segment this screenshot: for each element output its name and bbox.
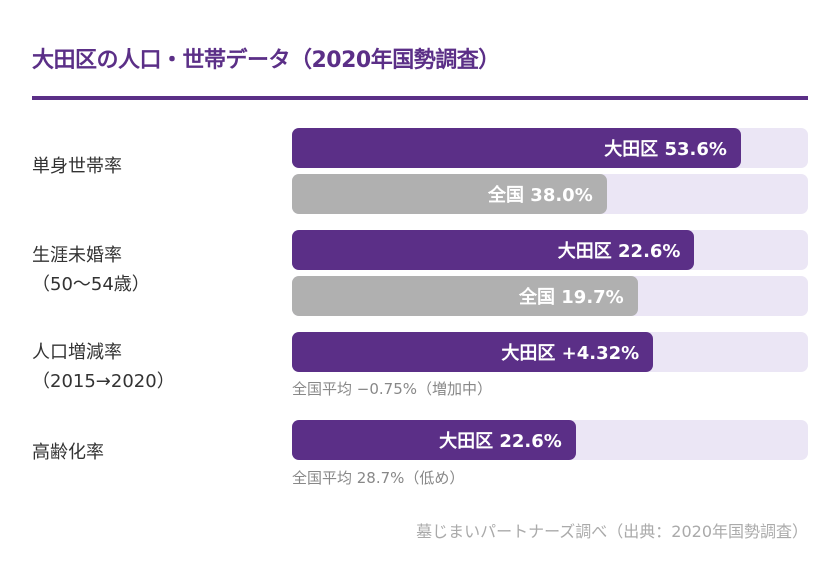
bar-ota-lifetime-unmarried: 大田区 22.6% [292,230,695,270]
bar-track: 全国 38.0% [292,174,808,214]
row-label-line1: 生涯未婚率 [32,245,122,266]
bar-label: 大田区 22.6% [439,431,562,452]
bar-ota-population-change: 大田区 +4.32% [292,332,654,372]
title-divider [32,96,808,100]
bar-track: 大田区 22.6% [292,420,808,460]
bar-label: 大田区 53.6% [604,139,727,160]
national-average-note: 全国平均 28.7%（低め） [292,469,465,487]
bar-national-single-household: 全国 38.0% [292,174,607,214]
row-label-lifetime-unmarried: 生涯未婚率 （50〜54歳） [32,241,150,299]
row-label-aging-rate: 高齢化率 [32,438,104,467]
bar-label: 全国 19.7% [519,287,624,308]
bar-track: 大田区 53.6% [292,128,808,168]
row-label-single-household: 単身世帯率 [32,152,122,181]
row-label-line1: 単身世帯率 [32,156,122,177]
row-label-line2: （50〜54歳） [32,274,150,295]
source-credit: 墓じまいパートナーズ調べ（出典：2020年国勢調査） [416,522,808,541]
row-label-line2: （2015→2020） [32,371,175,392]
bar-track: 全国 19.7% [292,276,808,316]
bar-national-lifetime-unmarried: 全国 19.7% [292,276,638,316]
national-average-note: 全国平均 −0.75%（増加中） [292,380,492,398]
row-label-line1: 人口増減率 [32,342,122,363]
row-label-line1: 高齢化率 [32,442,104,463]
chart-title: 大田区の人口・世帯データ（2020年国勢調査） [32,48,500,73]
bar-ota-aging-rate: 大田区 22.6% [292,420,576,460]
bar-track: 大田区 +4.32% [292,332,808,372]
row-label-population-change: 人口増減率 （2015→2020） [32,338,175,396]
bar-label: 大田区 +4.32% [501,343,640,364]
bar-ota-single-household: 大田区 53.6% [292,128,741,168]
bar-track: 大田区 22.6% [292,230,808,270]
bar-label: 全国 38.0% [488,185,593,206]
bar-label: 大田区 22.6% [557,241,681,262]
